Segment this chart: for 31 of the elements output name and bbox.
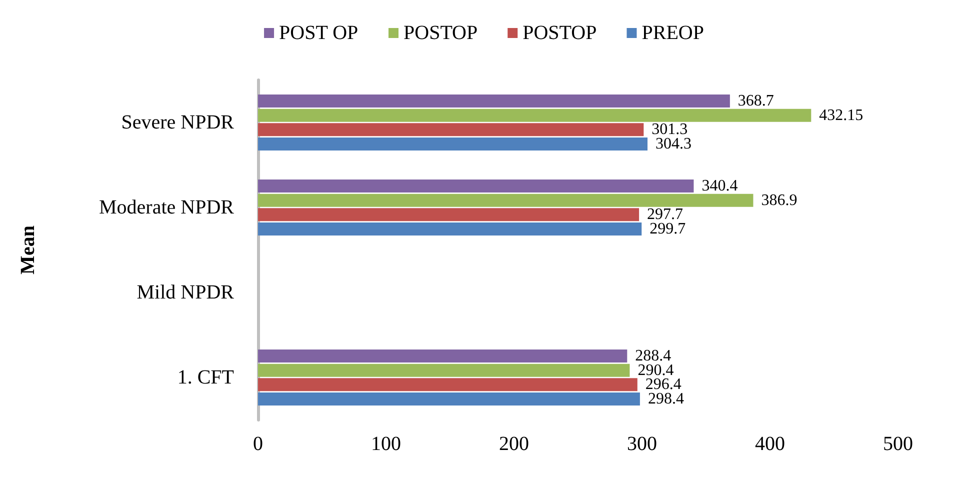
bar bbox=[258, 94, 730, 108]
data-label: 432.15 bbox=[819, 106, 864, 124]
x-tick-label: 200 bbox=[499, 433, 529, 455]
x-tick-label: 400 bbox=[755, 433, 785, 455]
y-tick-label: Severe NPDR bbox=[121, 112, 235, 134]
data-label: 386.9 bbox=[761, 192, 798, 209]
data-label: 340.4 bbox=[702, 178, 738, 195]
x-tick-label: 0 bbox=[253, 433, 263, 455]
x-tick-label: 100 bbox=[371, 433, 401, 455]
x-tick-label: 300 bbox=[627, 433, 657, 455]
bar bbox=[258, 392, 640, 406]
legend-label: PREOP bbox=[642, 22, 704, 44]
data-label: 368.7 bbox=[738, 92, 774, 110]
bar bbox=[258, 350, 628, 363]
bar bbox=[258, 222, 642, 236]
bar bbox=[258, 208, 640, 222]
legend-label: POSTOP bbox=[522, 22, 597, 44]
x-tick-label: 500 bbox=[883, 433, 913, 455]
bar bbox=[258, 108, 812, 122]
bar bbox=[258, 364, 630, 377]
y-tick-label: Moderate NPDR bbox=[99, 196, 235, 218]
bar bbox=[258, 123, 644, 136]
bar bbox=[258, 378, 638, 392]
legend-label: POSTOP bbox=[404, 22, 478, 44]
y-tick-label: 1. CFT bbox=[177, 366, 234, 388]
bar bbox=[258, 137, 648, 150]
bar bbox=[258, 194, 754, 207]
y-tick-label: Mild NPDR bbox=[136, 282, 235, 304]
y-axis-title: Mean bbox=[17, 226, 39, 274]
bar bbox=[258, 180, 694, 193]
legend-label: POST OP bbox=[279, 22, 358, 44]
